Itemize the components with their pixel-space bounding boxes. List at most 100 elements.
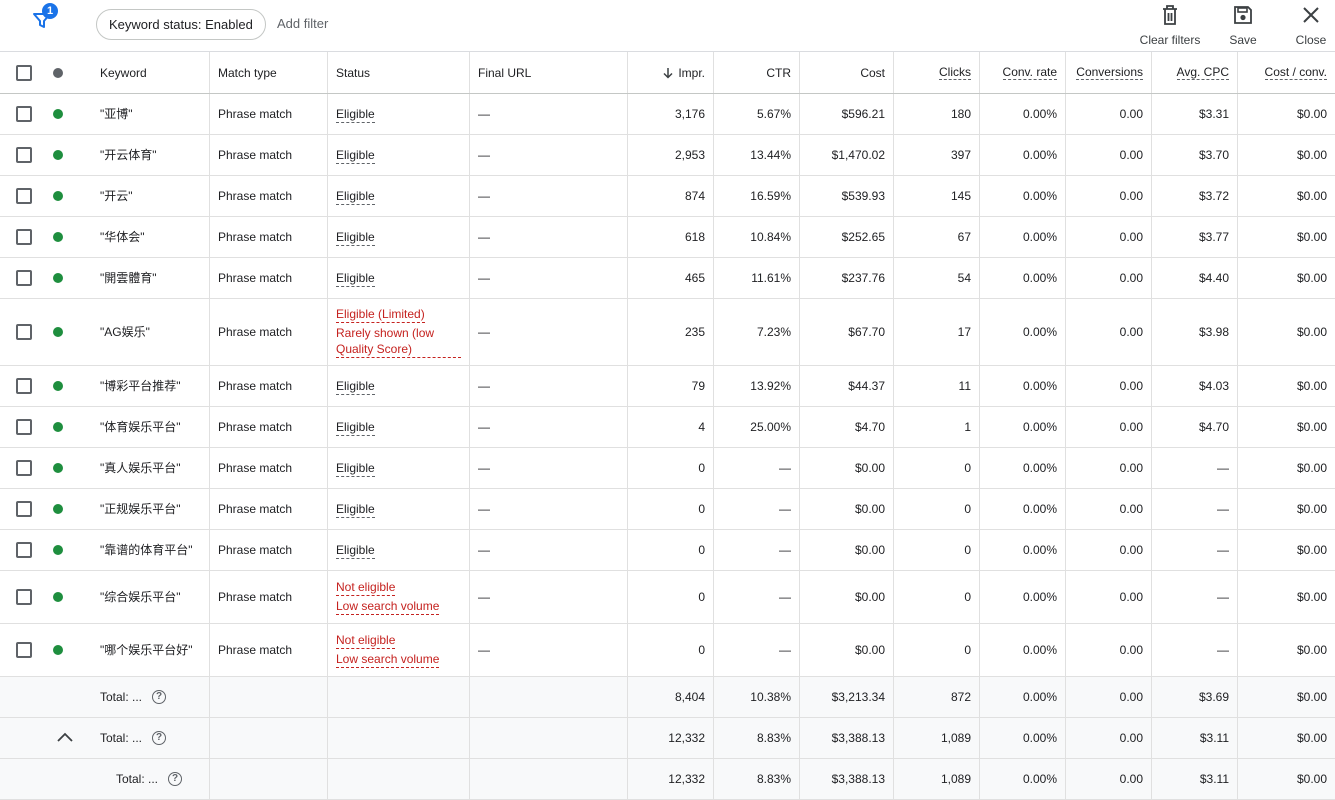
total-cell-clicks: 1,089 <box>894 718 980 758</box>
cell-ctr: — <box>714 624 800 676</box>
status-header-cell <box>45 52 71 93</box>
row-checkbox[interactable] <box>16 147 32 163</box>
status-text[interactable]: Rarely shown (low Quality Score) <box>336 325 461 358</box>
final-url-cell: — <box>470 489 628 529</box>
help-icon[interactable]: ? <box>152 731 167 745</box>
row-status-dot-cell <box>45 571 71 623</box>
cell-impr: 618 <box>628 217 714 257</box>
chevron-up-icon[interactable] <box>56 731 74 746</box>
row-checkbox[interactable] <box>16 419 32 435</box>
col-conv-rate[interactable]: Conv. rate <box>980 52 1066 93</box>
cell-cost-conv: $0.00 <box>1296 502 1327 516</box>
col-match-type[interactable]: Match type <box>210 52 328 93</box>
col-impr[interactable]: Impr. <box>628 52 714 93</box>
row-checkbox[interactable] <box>16 106 32 122</box>
match-type-cell: Phrase match <box>210 530 328 570</box>
enabled-status-dot <box>53 191 63 201</box>
status-text[interactable]: Eligible <box>336 419 375 436</box>
keyword-status-filter-chip[interactable]: Keyword status: Enabled <box>96 9 266 40</box>
match-type-cell: Phrase match <box>210 624 328 676</box>
row-checkbox[interactable] <box>16 324 32 340</box>
cell-conv-rate: 0.00% <box>980 489 1066 529</box>
cell-cost: $596.21 <box>800 94 894 134</box>
col-keyword[interactable]: Keyword <box>92 52 210 93</box>
status-cell: Eligible <box>328 258 470 298</box>
row-checkbox[interactable] <box>16 229 32 245</box>
empty-total-cell <box>210 759 328 799</box>
match-type-cell: Phrase match <box>210 407 328 447</box>
help-icon[interactable]: ? <box>152 690 167 704</box>
row-checkbox[interactable] <box>16 270 32 286</box>
keyword-cell[interactable]: "真人娱乐平台" <box>92 448 210 488</box>
clear-filters-button[interactable]: Clear filters <box>1137 4 1203 48</box>
total-cell-avg-cpc: $3.11 <box>1152 718 1238 758</box>
empty-total-cell <box>0 759 210 799</box>
save-button[interactable]: Save <box>1222 4 1264 48</box>
status-text[interactable]: Low search volume <box>336 652 440 668</box>
row-checkbox[interactable] <box>16 501 32 517</box>
keyword-cell[interactable]: "靠谱的体育平台" <box>92 530 210 570</box>
keyword-cell[interactable]: "開雲體育" <box>92 258 210 298</box>
cell-avg-cpc: — <box>1152 530 1238 570</box>
enabled-status-dot <box>53 504 63 514</box>
col-conversions[interactable]: Conversions <box>1066 52 1152 93</box>
match-type-cell: Phrase match <box>210 448 328 488</box>
cell-conversions: 0.00 <box>1066 299 1152 365</box>
col-final-url[interactable]: Final URL <box>470 52 628 93</box>
col-ctr[interactable]: CTR <box>714 52 800 93</box>
row-status-dot-cell <box>45 366 71 406</box>
keyword-cell[interactable]: "AG娱乐" <box>92 299 210 365</box>
col-status[interactable]: Status <box>328 52 470 93</box>
match-type-cell: Phrase match <box>210 489 328 529</box>
col-avg-cpc[interactable]: Avg. CPC <box>1152 52 1238 93</box>
status-text[interactable]: Not eligible <box>336 633 396 649</box>
keyword-cell[interactable]: "博彩平台推荐" <box>92 366 210 406</box>
keyword-cell[interactable]: "体育娱乐平台" <box>92 407 210 447</box>
status-text[interactable]: Eligible <box>336 106 375 123</box>
keyword-cell[interactable]: "开云" <box>92 176 210 216</box>
status-text[interactable]: Eligible <box>336 542 375 559</box>
cell-ctr: 13.92% <box>714 366 800 406</box>
row-status-dot-cell <box>45 94 71 134</box>
status-text[interactable]: Eligible (Limited) <box>336 307 425 323</box>
keyword-cell[interactable]: "哪个娱乐平台好" <box>92 624 210 676</box>
status-text[interactable]: Eligible <box>336 270 375 287</box>
col-cost-conv[interactable]: Cost / conv. <box>1238 52 1335 93</box>
help-icon[interactable]: ? <box>168 772 183 786</box>
cell-conv-rate: 0.00% <box>980 448 1066 488</box>
empty-total-cell <box>328 759 470 799</box>
row-checkbox[interactable] <box>16 460 32 476</box>
status-text[interactable]: Low search volume <box>336 599 440 615</box>
row-checkbox[interactable] <box>16 589 32 605</box>
keyword-cell[interactable]: "综合娱乐平台" <box>92 571 210 623</box>
keyword-cell[interactable]: "正规娱乐平台" <box>92 489 210 529</box>
status-text[interactable]: Eligible <box>336 229 375 246</box>
cell-avg-cpc: $3.77 <box>1152 217 1238 257</box>
row-checkbox[interactable] <box>16 378 32 394</box>
match-type-cell: Phrase match <box>210 135 328 175</box>
status-text[interactable]: Eligible <box>336 378 375 395</box>
status-text[interactable]: Not eligible <box>336 580 396 596</box>
row-checkbox[interactable] <box>16 542 32 558</box>
status-text[interactable]: Eligible <box>336 501 375 518</box>
cell-avg-cpc: $4.70 <box>1152 407 1238 447</box>
close-button[interactable]: Close <box>1290 4 1332 48</box>
row-checkbox[interactable] <box>16 642 32 658</box>
add-filter-button[interactable]: Add filter <box>277 16 329 31</box>
status-text[interactable]: Eligible <box>336 147 375 164</box>
col-cost[interactable]: Cost <box>800 52 894 93</box>
col-clicks[interactable]: Clicks <box>894 52 980 93</box>
row-checkbox[interactable] <box>16 188 32 204</box>
row-status-dot-cell <box>45 176 71 216</box>
status-text[interactable]: Eligible <box>336 188 375 205</box>
keyword-cell[interactable]: "亚博" <box>92 94 210 134</box>
total-cell-conv-rate: 0.00% <box>980 759 1066 799</box>
table-row: "哪个娱乐平台好" Phrase match Not eligible Low sea… <box>0 624 1335 677</box>
match-type-cell: Phrase match <box>210 94 328 134</box>
empty-total-cell <box>210 718 328 758</box>
select-all-checkbox[interactable] <box>16 64 32 81</box>
keyword-cell[interactable]: "华体会" <box>92 217 210 257</box>
status-text[interactable]: Eligible <box>336 460 375 477</box>
cell-cost: $4.70 <box>800 407 894 447</box>
keyword-cell[interactable]: "开云体育" <box>92 135 210 175</box>
